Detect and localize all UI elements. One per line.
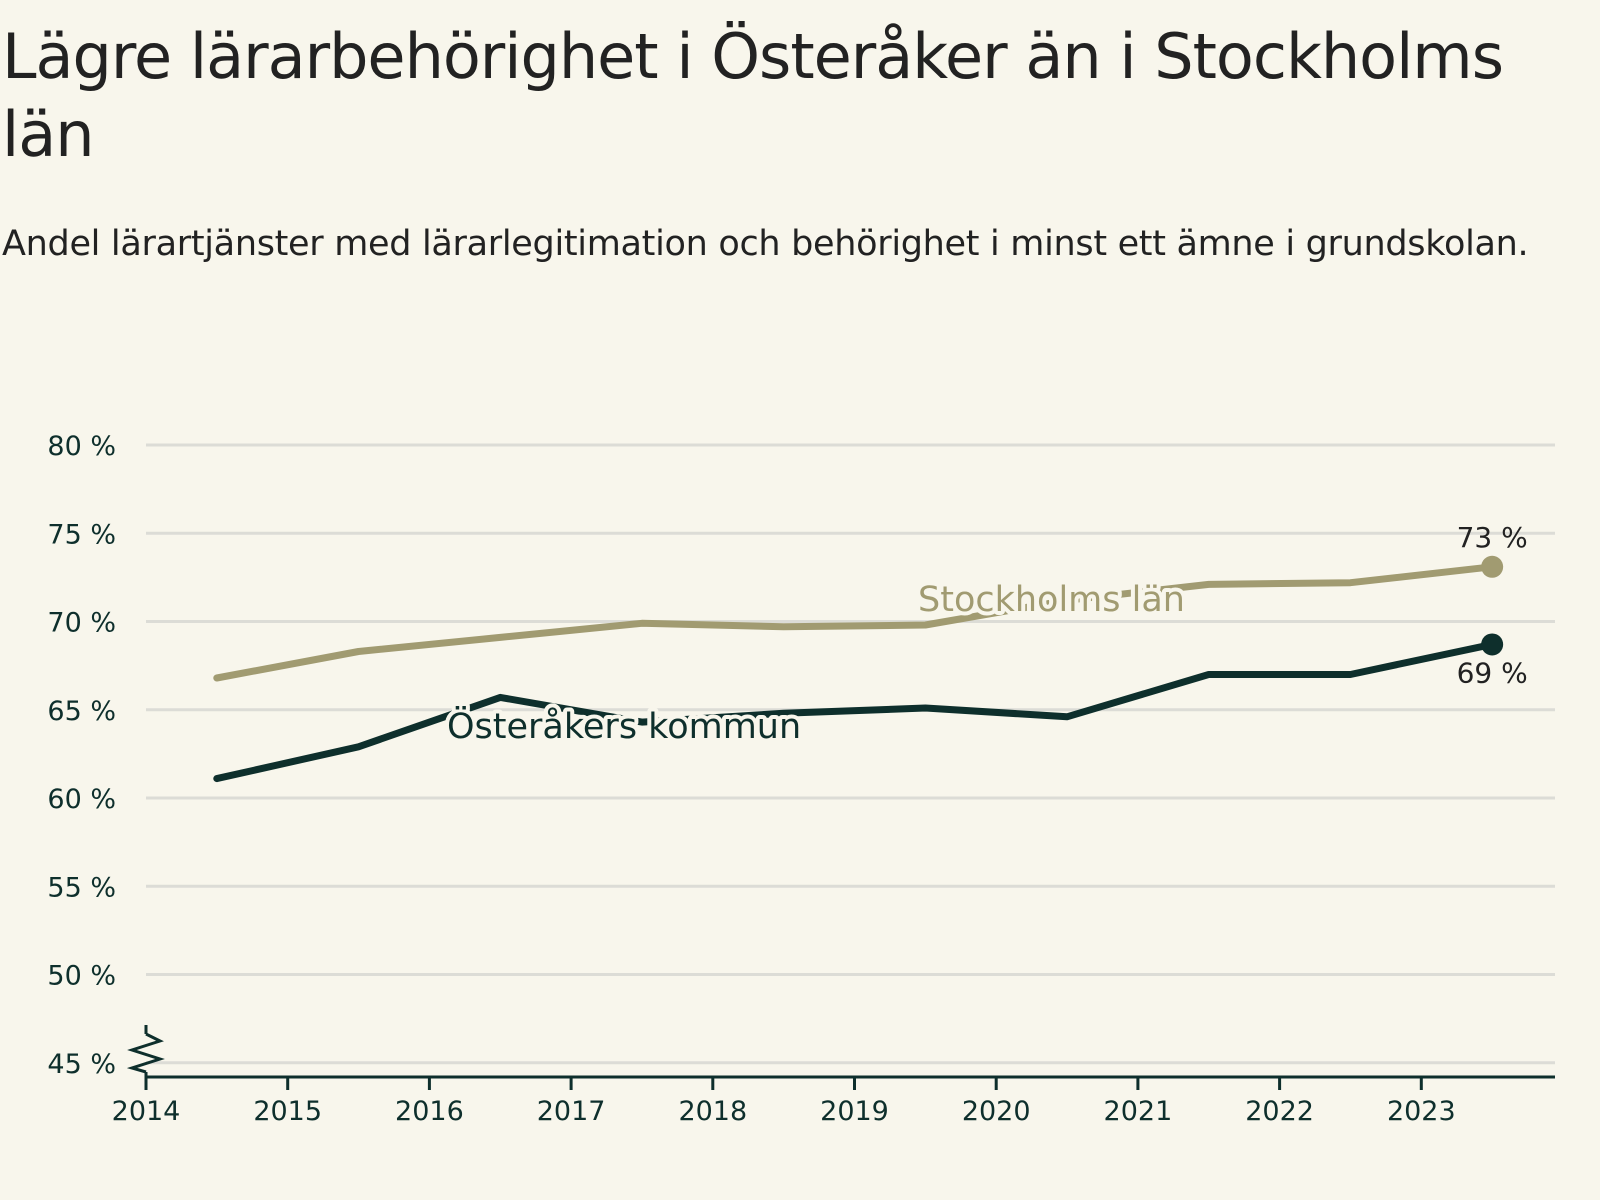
x-tick-label: 2014 [112,1096,181,1127]
y-tick-label: 70 % [47,608,116,639]
x-tick-label: 2021 [1104,1096,1173,1127]
chart-title: Lägre lärarbehörighet i Österåker än i S… [2,20,1504,171]
chart-subtitle: Andel lärartjänster med lärarlegitimatio… [2,224,1529,264]
x-tick-label: 2015 [253,1096,322,1127]
stockholm-end-value: 73 % [1457,521,1528,554]
x-tick-label: 2016 [395,1096,464,1127]
stockholm-line [213,563,1496,682]
y-tick-label: 65 % [47,696,116,727]
osteraker-end-value: 69 % [1457,656,1528,689]
x-tick-label: 2020 [962,1096,1031,1127]
osteraker-line [213,640,1496,783]
y-tick-label: 45 % [47,1049,116,1080]
y-tick-label: 60 % [47,784,116,815]
osteraker-series-label: Österåkers kommun [447,705,801,747]
osteraker-endpoint [1481,633,1504,656]
labels: Stockholms län Österåkers kommun 73 % 69 % [443,521,1528,751]
stockholm-endpoint [1481,555,1504,578]
x-tick-label: 2018 [678,1096,747,1127]
x-axis: 2014 2015 2016 2017 2018 2019 2020 2021 2022 2023 [112,1025,1555,1127]
series-lines [213,555,1504,783]
x-tick-label: 2019 [820,1096,889,1127]
y-tick-label: 80 % [47,431,116,462]
y-tick-label: 75 % [47,519,116,550]
y-tick-label: 55 % [47,872,116,903]
x-tick-label: 2022 [1245,1096,1314,1127]
stockholm-series-label: Stockholms län [918,580,1185,620]
axis-break-icon [126,1032,165,1074]
x-tick-label: 2017 [537,1096,606,1127]
x-tick-label: 2023 [1387,1096,1456,1127]
y-tick-label: 50 % [47,961,116,992]
gridlines: 45 % 50 % 55 % 60 % 65 % 70 % 75 % 80 % [47,431,1555,1080]
